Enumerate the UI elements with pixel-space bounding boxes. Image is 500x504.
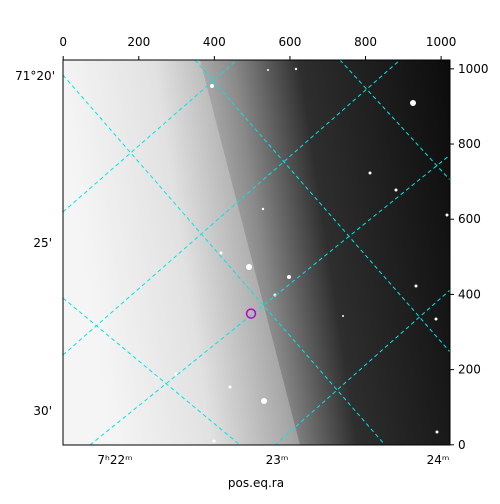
y-tick-label: 800 — [458, 137, 481, 151]
dec-label: 25' — [33, 236, 52, 250]
x-tick-label: 800 — [354, 35, 377, 49]
dec-label: 30' — [33, 404, 52, 418]
x-tick-label: 1000 — [426, 35, 457, 49]
y-tick-label: 400 — [458, 287, 481, 301]
x-axis-label: pos.eq.ra — [228, 476, 284, 490]
y-tick-label: 200 — [458, 363, 481, 377]
ra-label: 7ʰ22ᵐ — [97, 453, 132, 467]
ra-label: 24ᵐ — [427, 453, 450, 467]
x-tick-label: 0 — [59, 35, 67, 49]
target-marker — [245, 308, 257, 319]
y-tick-label: 600 — [458, 212, 481, 226]
ra-label: 23ᵐ — [266, 453, 289, 467]
frame — [62, 59, 451, 446]
y-tick-label: 1000 — [458, 62, 489, 76]
x-tick-label: 400 — [203, 35, 226, 49]
dec-label: 71°20' — [15, 69, 55, 83]
x-tick-label: 600 — [278, 35, 301, 49]
y-tick-label: 0 — [458, 438, 466, 452]
x-tick-label: 200 — [127, 35, 150, 49]
sky-image — [63, 60, 450, 445]
